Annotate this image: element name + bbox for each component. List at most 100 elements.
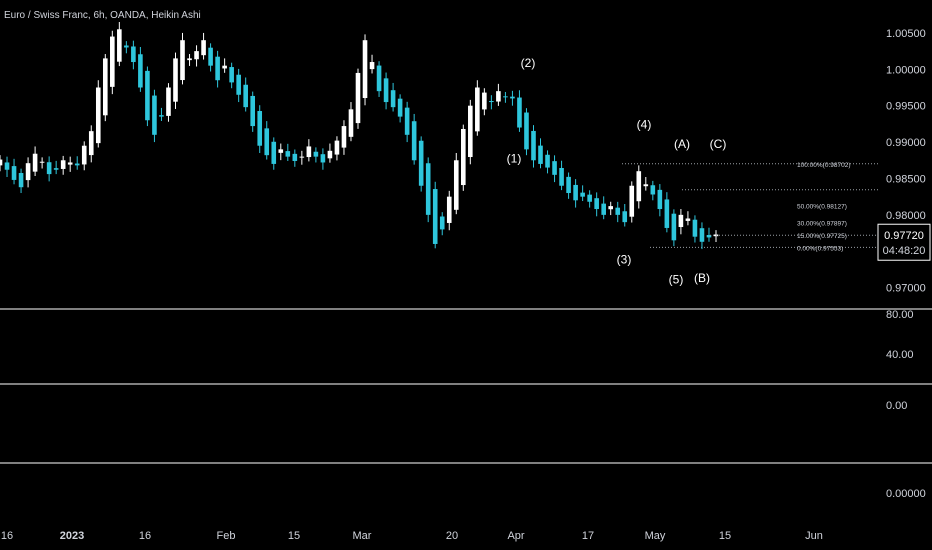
time-tick-label: 15 — [288, 530, 300, 542]
candle — [222, 58, 227, 73]
candle — [285, 143, 291, 162]
candle — [95, 80, 101, 148]
candle — [173, 52, 178, 109]
candle — [18, 168, 24, 194]
candle-body — [460, 128, 466, 186]
candle — [678, 209, 684, 235]
candle — [657, 184, 663, 217]
candle — [257, 105, 263, 153]
candle — [362, 34, 368, 106]
candle-body — [117, 29, 122, 62]
elliott-wave-labels: (2) (1) (4) (3) (A) (C) (5) (B) — [507, 56, 727, 286]
candle-body — [425, 163, 431, 215]
candle — [425, 157, 431, 223]
candle-body — [320, 154, 326, 163]
candle-body — [88, 131, 94, 156]
candle-body — [306, 146, 312, 158]
candle-body — [531, 130, 536, 161]
candle-body — [138, 54, 143, 88]
candle — [404, 101, 410, 143]
candle-body — [566, 176, 571, 194]
pane-tick-label: 80.00 — [886, 309, 914, 321]
candle — [650, 180, 656, 201]
candle — [306, 139, 312, 162]
candle-body — [11, 166, 17, 180]
candle — [4, 156, 10, 178]
candle-body — [510, 96, 515, 99]
time-tick-label: 17 — [582, 530, 594, 542]
candle — [594, 192, 599, 217]
candle — [643, 177, 649, 191]
time-tick-label: 20 — [446, 530, 458, 542]
candle-body — [664, 199, 670, 228]
candle — [636, 165, 642, 209]
candle — [264, 121, 270, 160]
candle — [587, 190, 592, 208]
candle — [102, 54, 108, 122]
candle-body — [74, 163, 80, 166]
candle-body — [608, 206, 614, 210]
fibonacci-retracement[interactable]: 100.00%(0.98702) 50.00%(0.98127) 30.00%(0.… — [622, 162, 880, 253]
last-price-value: 0.97720 — [884, 230, 924, 242]
candle-body — [622, 211, 628, 223]
chart-title: Euro / Swiss Franc, 6h, OANDA, Heikin As… — [4, 10, 201, 21]
candle-body — [102, 58, 108, 116]
candle-body — [390, 90, 396, 108]
candle — [299, 150, 305, 165]
candle — [271, 137, 277, 170]
time-tick-label: 16 — [1, 530, 13, 542]
candle-body — [411, 121, 417, 161]
price-candles — [0, 22, 719, 250]
candle-body — [671, 213, 677, 241]
candle — [341, 120, 347, 155]
candle — [187, 54, 192, 66]
candle-body — [573, 184, 578, 201]
candle — [215, 50, 220, 88]
candle — [432, 181, 438, 249]
candle-body — [67, 162, 73, 165]
candle — [517, 90, 522, 132]
candle-body — [81, 145, 87, 165]
candle-body — [250, 95, 256, 127]
candle — [243, 77, 248, 112]
candle-body — [643, 184, 649, 187]
wave-label: (4) — [637, 117, 652, 131]
candle — [503, 91, 508, 103]
candle-body — [482, 92, 487, 110]
candle — [180, 32, 185, 85]
candle — [110, 30, 115, 95]
candle-body — [229, 67, 234, 83]
candle-body — [39, 161, 45, 163]
candle — [46, 156, 52, 182]
candle-body — [685, 218, 691, 221]
candle-body — [362, 40, 368, 99]
candle-body — [587, 194, 592, 202]
candle — [25, 157, 31, 188]
candle-body — [25, 163, 31, 181]
candle-body — [636, 171, 642, 202]
time-tick-label: Feb — [217, 530, 236, 542]
candle-body — [468, 105, 473, 158]
candle — [250, 91, 256, 132]
candle — [88, 125, 94, 163]
candle-body — [341, 126, 347, 148]
time-axis[interactable]: 16 2023 16 Feb 15 Mar 20 Apr 17 May 15 Jun — [1, 530, 823, 542]
last-price-box — [877, 223, 931, 261]
candle-body — [678, 214, 684, 228]
candle — [138, 46, 143, 92]
candle-body — [53, 168, 59, 170]
wave-label: (1) — [507, 151, 522, 165]
candle-body — [264, 128, 270, 156]
candle-body — [46, 162, 52, 175]
candle — [692, 215, 698, 243]
price-axis[interactable]: 1.00500 1.00000 0.99500 0.99000 0.98500 0.980… — [886, 28, 926, 295]
candle-body — [145, 70, 150, 121]
wave-label: (3) — [617, 253, 632, 267]
candle-body — [552, 161, 557, 175]
price-tick-label: 1.00000 — [886, 64, 926, 76]
price-tick-label: 0.99000 — [886, 137, 926, 149]
candle — [489, 95, 494, 110]
candle-body — [187, 58, 192, 61]
candle — [390, 82, 396, 112]
